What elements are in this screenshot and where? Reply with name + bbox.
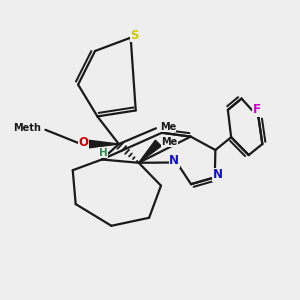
- Text: Meth: Meth: [13, 123, 40, 133]
- Polygon shape: [81, 139, 119, 149]
- Text: H: H: [99, 148, 107, 158]
- Text: O: O: [78, 136, 88, 149]
- Text: N: N: [169, 154, 179, 167]
- Polygon shape: [139, 140, 161, 163]
- Text: N: N: [213, 169, 223, 182]
- Text: F: F: [252, 103, 260, 116]
- Text: S: S: [130, 29, 139, 42]
- Text: Me: Me: [160, 122, 176, 132]
- Text: Me: Me: [161, 137, 178, 147]
